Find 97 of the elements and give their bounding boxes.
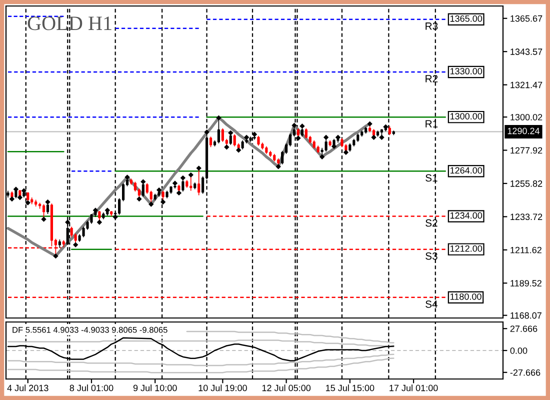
y-tick-label: 1233.72 [510, 214, 542, 220]
line-series [7, 340, 394, 348]
point [45, 199, 50, 205]
point [323, 134, 329, 140]
annotation: 1264.00 [450, 167, 482, 174]
candlestick [194, 182, 196, 190]
line-series [186, 330, 394, 344]
point [124, 174, 130, 180]
candlestick [312, 140, 316, 150]
y-tick-label: 1277.92 [510, 147, 542, 154]
x-tick-label: 8 Jul 01:00 [70, 384, 114, 392]
candlestick [392, 130, 395, 136]
chart-title: DF 5.5561 4.9033 -4.9033 9.8065 -9.8065 [12, 326, 168, 333]
point [379, 134, 384, 140]
candlestick [273, 153, 276, 162]
point [216, 115, 222, 120]
point [224, 144, 230, 150]
candlestick [257, 135, 260, 146]
series-label: S3 [426, 252, 438, 260]
y-tick-label: 0.00 [510, 347, 528, 354]
annotation: 1330.00 [450, 68, 482, 74]
point [296, 136, 301, 141]
point [292, 122, 297, 128]
point [25, 200, 30, 206]
series-label: S2 [426, 219, 438, 227]
y-tick-label: 1211.62 [510, 246, 542, 254]
point [236, 148, 242, 153]
candlestick [348, 142, 352, 152]
point [204, 129, 210, 135]
annotation: 1180.00 [450, 293, 482, 300]
point [9, 196, 15, 202]
point [112, 214, 118, 220]
candlestick [376, 130, 380, 138]
y-tick-label: 1255.82 [510, 180, 542, 187]
series-label: R2 [426, 75, 438, 82]
x-tick-label: 4 Jul 2013 [7, 384, 48, 392]
y-tick-label: 1168.07 [510, 312, 542, 319]
line-series [6, 116, 372, 258]
point [53, 253, 58, 259]
point [140, 179, 146, 184]
candlestick [233, 134, 236, 147]
annotation: 1212.00 [450, 245, 482, 252]
point [172, 180, 178, 186]
x-tick-label: 10 Jul 19:00 [198, 384, 247, 392]
series-label: R3 [426, 22, 438, 30]
point [136, 196, 142, 202]
candlestick [265, 146, 268, 154]
point [65, 220, 70, 225]
point [160, 199, 166, 205]
point [17, 194, 23, 200]
y-tick-label: -27.666 [510, 369, 540, 376]
point [228, 130, 234, 136]
y-tick-label: 1365.67 [510, 15, 542, 22]
point [343, 150, 349, 155]
annotation: 1234.00 [450, 212, 482, 219]
point [176, 190, 182, 196]
x-tick-label: 12 Jul 05:00 [262, 384, 311, 392]
line-series [7, 354, 394, 366]
x-tick-label: 15 Jul 15:00 [326, 384, 374, 392]
point [244, 134, 250, 140]
y-tick-label: 1300.02 [510, 114, 542, 120]
candlestick [154, 193, 156, 201]
point [72, 242, 78, 248]
candlestick [356, 133, 360, 142]
candlestick [269, 150, 272, 158]
series-label: S4 [426, 300, 438, 308]
candlestick [102, 212, 105, 220]
point [196, 166, 202, 171]
y-tick-label: 1321.47 [510, 82, 542, 88]
point [367, 121, 372, 126]
point [188, 172, 194, 178]
candlestick [166, 190, 168, 199]
point [276, 164, 281, 170]
chart-title: GOLD H1 [28, 16, 112, 30]
candlestick [170, 186, 172, 194]
y-tick-label: 27.666 [510, 326, 538, 332]
x-tick-label: 17 Jul 01:00 [390, 384, 438, 392]
point [300, 123, 305, 129]
annotation: 1300.00 [450, 113, 482, 120]
y-tick-label: 1343.57 [510, 48, 542, 55]
candlestick [62, 240, 65, 248]
point [41, 216, 46, 222]
point [96, 220, 102, 225]
y-tick-label: 1189.52 [510, 280, 542, 286]
ref-line-label: 1290.24 [508, 128, 540, 134]
line-series [7, 358, 394, 374]
annotation: 1365.00 [450, 15, 482, 22]
point [148, 202, 154, 207]
point [371, 134, 376, 140]
candlestick [110, 210, 113, 217]
candlestick [34, 199, 38, 207]
point [319, 154, 325, 160]
x-tick-label: 9 Jul 10:00 [133, 384, 177, 392]
candlestick [328, 140, 332, 147]
point [335, 134, 341, 140]
point [180, 175, 186, 181]
candlestick [186, 180, 188, 188]
